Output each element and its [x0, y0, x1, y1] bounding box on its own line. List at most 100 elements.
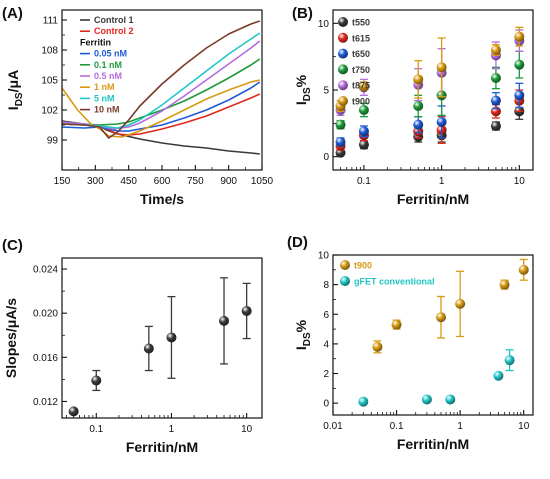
x-tick-label: 1	[439, 176, 445, 187]
legend-swatch	[340, 276, 350, 286]
legend-label: t550	[352, 18, 370, 28]
y-tick-label: 10	[318, 251, 330, 262]
panel-letter: (B)	[292, 5, 313, 22]
legend-label: t900	[352, 97, 370, 107]
legend-swatch	[338, 80, 348, 91]
x-tick-label: 10	[518, 421, 530, 432]
y-tick-label: 0.016	[33, 353, 58, 364]
y-axis-title: IDS%	[293, 319, 313, 350]
y-tick-label: 6	[323, 310, 329, 321]
data-point-2-5	[514, 90, 525, 101]
data-point-1-4	[504, 355, 515, 366]
legend-label: Control 2	[94, 26, 134, 36]
data-point-0-5	[518, 264, 529, 275]
y-tick-label: 111	[43, 16, 59, 27]
data-point-0-0	[372, 341, 383, 352]
data-point-0-5	[241, 305, 252, 316]
data-point-5-5	[514, 31, 525, 42]
legend-label: 0.5 nM	[94, 71, 122, 81]
legend-label: t650	[352, 49, 370, 59]
data-point-5-4	[490, 45, 501, 55]
legend-swatch	[338, 17, 348, 27]
data-point-3-5	[514, 59, 525, 70]
data-point-2-1	[358, 126, 369, 137]
data-point-1-1	[421, 394, 432, 405]
plot-frame	[61, 9, 263, 171]
legend-label: 0.1 nM	[94, 60, 122, 70]
legend-heading: Ferritin	[80, 37, 111, 47]
y-tick-label: 0	[323, 152, 329, 163]
data-point-3-1	[358, 105, 369, 115]
series-line-7	[62, 20, 261, 139]
data-point-3-2	[413, 101, 424, 111]
y-tick-label: 99	[47, 136, 59, 147]
data-point-3-4	[490, 73, 501, 83]
legend-label: 0.05 nM	[94, 49, 127, 59]
legend-label: 1 nM	[94, 82, 115, 92]
y-tick-label: 10	[318, 19, 330, 30]
legend-label: Control 1	[94, 15, 134, 25]
y-tick-label: 5	[323, 86, 329, 97]
panel-c: (C) 0.1 1 10 0.012 0.016 0.020 0.024 Ferritin/nM…	[2, 237, 263, 455]
data-point-3-0	[335, 119, 346, 130]
x-axis-title: Ferritin/nM	[397, 191, 469, 207]
legend-swatch	[340, 260, 350, 270]
series-line-6	[62, 32, 261, 129]
data-point-0-1	[358, 139, 369, 150]
data-point-0-1	[391, 319, 402, 330]
data-point-2-0	[335, 137, 346, 147]
legend-label: t875	[352, 81, 370, 91]
x-tick-label: 0.1	[357, 176, 371, 187]
legend-label: 5 nM	[94, 93, 115, 103]
x-tick-label: 0.01	[323, 421, 343, 432]
legend-swatch	[338, 32, 348, 43]
data-point-5-3	[436, 62, 447, 73]
legend-swatch	[338, 96, 348, 106]
data-point-0-4	[490, 121, 501, 131]
y-tick-label: 0	[323, 399, 329, 410]
legend-swatch	[338, 48, 348, 59]
legend: t900 gFET conventional	[340, 260, 435, 287]
data-point-5-2	[413, 74, 424, 85]
y-tick-label: 0.012	[33, 397, 58, 408]
data-point-5-1	[358, 81, 369, 91]
x-tick-label: 1	[169, 424, 175, 435]
legend-label: t750	[352, 65, 370, 75]
series-line-1	[62, 93, 261, 136]
y-axis-title: IDS%	[293, 74, 313, 105]
x-tick-label: 10	[514, 176, 526, 187]
x-tick-label: 1050	[251, 176, 274, 187]
data-point-0-1	[91, 375, 102, 386]
panel-letter: (A)	[2, 5, 23, 22]
x-tick-label: 600	[154, 176, 171, 187]
panel-a: (A) 150 300 450 600 750 900 1050 99 102 105 108 111 T…	[2, 5, 274, 207]
series-line-3	[62, 58, 261, 126]
panel-d: (D) 0.01 0.1 1 10 0 2 4 6 8 10 Ferritin/nM IDS% t900 g…	[287, 234, 534, 452]
y-tick-label: 108	[41, 46, 58, 57]
legend: t550 t615 t650 t750 t875 t900	[338, 17, 370, 107]
data-point-0-2	[143, 343, 154, 354]
x-tick-label: 900	[220, 176, 237, 187]
legend-label: t900	[354, 261, 372, 271]
data-point-0-0	[68, 406, 79, 417]
plot-frame	[61, 257, 263, 419]
y-tick-label: 0.020	[33, 309, 58, 320]
x-axis-title: Ferritin/nM	[397, 436, 469, 452]
data-point-2-4	[490, 95, 501, 106]
data-point-2-2	[413, 119, 424, 130]
data-point-1-3	[493, 370, 504, 381]
data-point-2-3	[436, 117, 447, 127]
series-line-5	[62, 79, 260, 138]
data-point-0-2	[436, 312, 447, 323]
y-axis-title: Slopes/μA/s	[3, 298, 19, 378]
panel-b: (B) 0.1 1 10 0 5 10 Ferritin/nM IDS% t550 t615 t650…	[292, 5, 534, 207]
plot-area	[62, 20, 261, 155]
plot-frame	[332, 254, 534, 416]
x-tick-label: 750	[187, 176, 204, 187]
legend-label: 10 nM	[94, 105, 120, 115]
x-tick-label: 450	[120, 176, 137, 187]
legend-label: t615	[352, 33, 370, 43]
legend-label: gFET conventional	[354, 277, 435, 287]
